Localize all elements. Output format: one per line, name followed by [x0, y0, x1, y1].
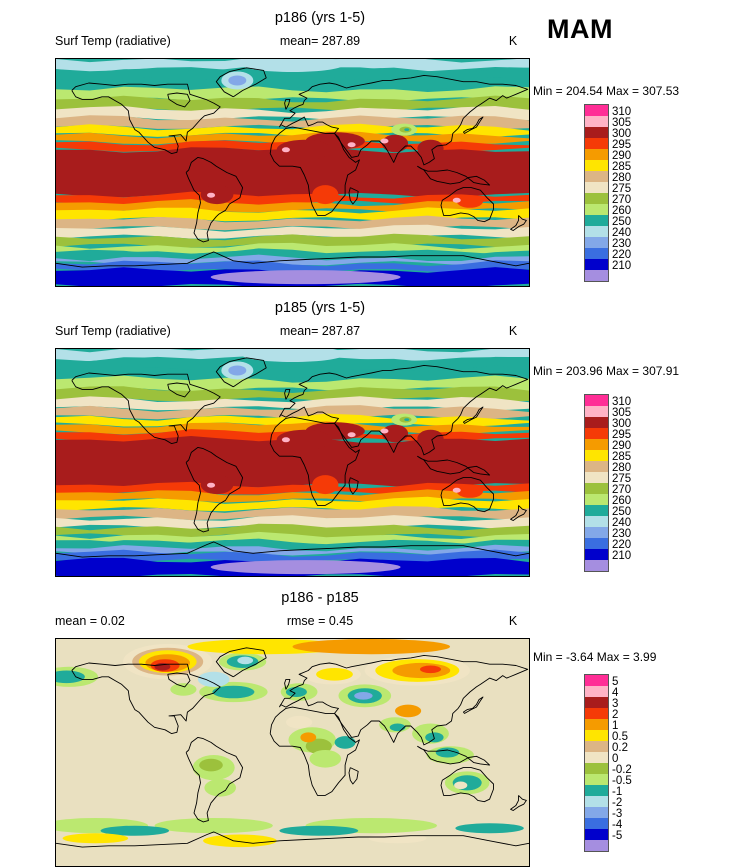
mean-label: mean= 287.89 — [279, 34, 361, 48]
colorbar-ticks: 310 305 300 295 290 285 280 275 270 260 250 240 230 2… — [612, 106, 632, 272]
rmse-label: rmse = 0.45 — [286, 614, 354, 628]
variable-label: Surf Temp (radiative) — [55, 34, 171, 48]
colorbar — [584, 104, 609, 282]
units-label: K — [508, 324, 518, 338]
minmax-label: Min = -3.64 Max = 3.99 — [533, 650, 657, 664]
mean-label: mean = 0.02 — [55, 614, 125, 628]
units-label: K — [508, 614, 518, 628]
coastlines — [56, 639, 529, 866]
temperature-field — [56, 59, 529, 286]
colorbar-ticks: 310 305 300 295 290 285 280 275 270 260 250 240 230 2… — [612, 396, 632, 562]
map-difference — [55, 638, 530, 867]
coastlines — [56, 59, 529, 286]
colorbar-ticks: 5 4 3 2 1 0.5 0.2 0 -0.2 -0.5 -1 -2 -3 -4 -5 — [612, 676, 632, 842]
panel-title: p185 (yrs 1-5) — [274, 300, 366, 316]
map-p185 — [55, 348, 530, 577]
season-title: MAM — [547, 14, 613, 44]
panel-title: p186 (yrs 1-5) — [274, 10, 366, 26]
variable-label: Surf Temp (radiative) — [55, 324, 171, 338]
colorbar — [584, 394, 609, 572]
anomaly-field — [56, 639, 529, 866]
mean-label: mean= 287.87 — [279, 324, 361, 338]
minmax-label: Min = 203.96 Max = 307.91 — [533, 364, 680, 378]
colorbar — [584, 674, 609, 852]
temperature-field — [56, 349, 529, 576]
panel-title: p186 - p185 — [281, 590, 359, 606]
minmax-label: Min = 204.54 Max = 307.53 — [533, 84, 680, 98]
coastlines — [56, 349, 529, 576]
units-label: K — [508, 34, 518, 48]
map-p186 — [55, 58, 530, 287]
